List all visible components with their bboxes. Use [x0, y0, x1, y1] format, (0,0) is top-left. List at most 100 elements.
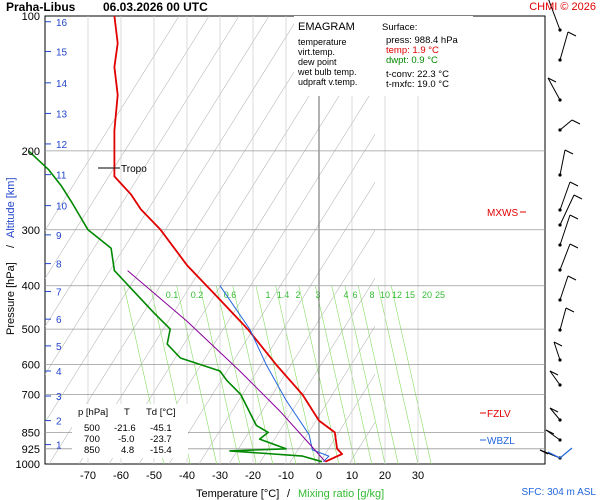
legend-box [294, 16, 378, 96]
dry-adiabat-line [45, 16, 270, 375]
wind-barb-dot [558, 98, 562, 102]
level-table-bg [72, 404, 188, 458]
altitude-tick-label: 13 [56, 109, 68, 120]
table-header-td: Td [°C] [146, 407, 176, 418]
temperature-tick-label: -60 [113, 470, 129, 482]
wind-barb-dot [558, 28, 562, 32]
wind-barb-staff [549, 370, 561, 386]
temperature-tick-label: 0 [316, 470, 322, 482]
table-cell: -5.0 [118, 434, 134, 445]
wind-barb-flag [545, 429, 555, 435]
table-cell: 850 [84, 445, 100, 456]
x-axis-label: Temperature [°C] [196, 488, 279, 500]
wind-barb-staff [559, 214, 571, 246]
pressure-tick-label: 400 [22, 281, 40, 293]
dry-adiabat-line [318, 373, 375, 464]
temperature-tick-label: 20 [379, 470, 391, 482]
table-cell: -15.4 [150, 445, 172, 456]
altitude-tick-label: 2 [56, 417, 62, 428]
dry-adiabat-line [198, 181, 375, 464]
altitude-tick-label: 16 [56, 18, 68, 29]
mixing-ratio-line [255, 285, 297, 465]
legend-item-updraft: udpraft v.temp. [298, 77, 357, 87]
altitude-tick-label: 4 [56, 367, 62, 378]
wbzl-label: WBZL [487, 436, 515, 447]
dry-adiabat-line [45, 16, 210, 279]
wind-barb-flag [573, 194, 583, 200]
altitude-tick-label: 5 [56, 342, 62, 353]
legend-item-virt-temp: virt.temp. [298, 47, 335, 57]
wind-barb-dot [558, 58, 562, 62]
table-cell: 700 [84, 434, 100, 445]
altitude-tick-label: 6 [56, 315, 62, 326]
dry-adiabat-line [288, 325, 375, 464]
wind-barb-flag [564, 149, 574, 155]
wind-barb-staff [549, 407, 561, 421]
wind-barb-staff [548, 0, 561, 31]
wind-barb-staff [559, 149, 566, 176]
mixing-ratio-label: 0.2 [191, 290, 204, 300]
dry-adiabat-line [559, 16, 600, 464]
mixing-ratio-label: 8 [369, 290, 374, 300]
surface-title: Surface: [382, 22, 417, 33]
altitude-tick-label: 3 [56, 392, 62, 403]
legend-item-temperature: temperature [298, 37, 347, 47]
wind-barb-flag [569, 243, 579, 249]
surface-tconv: t-conv: 22.3 °C [386, 69, 449, 80]
pressure-tick-label: 200 [22, 146, 40, 158]
mixing-ratio-label: 20 [422, 290, 432, 300]
temperature-tick-label: 10 [346, 470, 358, 482]
wind-barb-staff [553, 341, 561, 361]
temperature-tick-label: -30 [212, 470, 228, 482]
pressure-tick-label: 600 [22, 360, 40, 372]
dry-adiabat-line [168, 133, 375, 464]
pressure-tick-label: 500 [22, 324, 40, 336]
altitude-tick-label: 8 [56, 260, 62, 271]
temperature-tick-label: -50 [146, 470, 162, 482]
wind-barb-flag [567, 275, 577, 281]
wind-barb-flag [571, 119, 581, 125]
pressure-tick-label: 100 [22, 11, 40, 23]
mixing-ratio-line [315, 285, 356, 465]
wind-barb-staff [559, 307, 567, 331]
wind-barb-dot [558, 173, 562, 177]
datetime-title: 06.03.2026 00 UTC [103, 0, 208, 14]
wind-barb-flag [569, 214, 579, 220]
mixing-ratio-line [216, 285, 257, 465]
dry-adiabat-line [589, 16, 600, 464]
surface-dwpt: dwpt: 0.9 °C [386, 55, 438, 66]
y-axis-label: Pressure [hPa] [5, 262, 17, 335]
wind-barb-dot [558, 328, 562, 332]
altitude-tick-label: 11 [56, 171, 67, 182]
y-axis-label-altitude: Altitude [km] [5, 177, 17, 238]
wind-barb-staff [559, 181, 571, 211]
pressure-tick-label: 300 [22, 225, 40, 237]
wind-barb-staff [559, 31, 569, 61]
legend-item-dew-point: dew point [298, 57, 337, 67]
legend-title: EMAGRAM [298, 21, 355, 33]
wind-barb-dot [558, 128, 562, 132]
grid-clip-group [45, 16, 600, 464]
wind-barb-flag [539, 449, 549, 455]
table-header-t: T [124, 407, 130, 418]
wind-barb-dot [558, 358, 562, 362]
copyright-label: CHMI © 2026 [529, 1, 596, 13]
wind-barb-flag [549, 370, 559, 376]
mixing-ratio-label: 1.4 [277, 290, 290, 300]
wind-barb-staff [559, 243, 571, 271]
surface-tmxfc: t-mxfc: 19.0 °C [386, 79, 449, 90]
mixing-ratio-label: 25 [435, 290, 445, 300]
wind-barb-staff [559, 194, 575, 226]
wind-barb-dot [558, 223, 562, 227]
wind-barb-flag [569, 181, 579, 187]
temperature-tick-label: -20 [245, 470, 261, 482]
table-cell: -45.1 [150, 423, 172, 434]
wind-barb-flag [547, 77, 557, 83]
mxws-label: MXWS [487, 208, 518, 219]
series-udpraft-v-temp-line [127, 270, 326, 463]
surface-wind-barb [547, 447, 573, 459]
x-axis-label-mixing: Mixing ratio [g/kg] [298, 488, 384, 500]
mixing-ratio-label: 1 [265, 290, 270, 300]
dry-adiabat-line [45, 16, 180, 231]
wind-barb-dot [558, 298, 562, 302]
